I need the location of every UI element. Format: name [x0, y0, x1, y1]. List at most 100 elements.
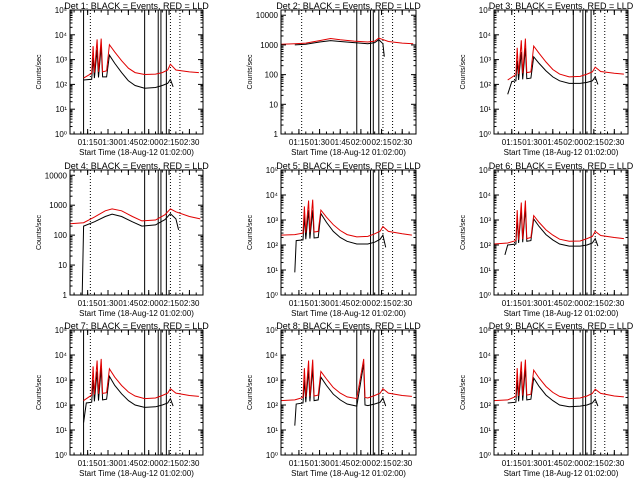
- y-axis-label: Counts/sec: [460, 374, 467, 410]
- series-events-line: [507, 47, 599, 95]
- x-tick-label: 02:15: [159, 459, 180, 468]
- x-tick-label: 01:45: [330, 299, 351, 308]
- series-events-line: [81, 212, 180, 295]
- y-axis-label: Counts/sec: [460, 214, 467, 250]
- y-tick-label: 10²: [266, 241, 278, 250]
- panel-det-4: 1 10 100 1000 10000 01:15 01:30 01:45 02:00 02:15…: [36, 161, 209, 318]
- y-tick-label: 10³: [55, 376, 67, 385]
- y-tick-label: 10: [269, 100, 278, 109]
- panel-title: Det 2: BLACK = Events, RED = LLD: [276, 1, 421, 11]
- y-axis-label: Counts/sec: [36, 214, 43, 250]
- x-axis-label: Start Time (18-Aug-12 01:02:00): [291, 309, 406, 318]
- x-tick-label: 01:45: [330, 138, 351, 147]
- x-tick-label: 02:15: [159, 299, 180, 308]
- x-tick-label: 02:00: [563, 459, 584, 468]
- y-axis-label: Counts/sec: [247, 214, 254, 250]
- x-tick-label: 01:45: [118, 459, 139, 468]
- series-lld-line: [83, 358, 199, 402]
- y-tick-label: 10: [58, 261, 67, 270]
- series-lld-line: [281, 37, 414, 45]
- x-axis-label: Start Time (18-Aug-12 01:02:00): [291, 469, 406, 478]
- y-tick-label: 10000: [45, 171, 68, 180]
- y-axis-label: Counts/sec: [36, 54, 43, 90]
- x-tick-label: 02:00: [563, 299, 584, 308]
- y-axis-label: Counts/sec: [36, 374, 43, 410]
- y-tick-label: 10⁴: [479, 31, 492, 40]
- plot-frame: [493, 9, 629, 135]
- y-tick-label: 1000: [260, 41, 278, 50]
- x-tick-label: 02:30: [179, 299, 200, 308]
- y-tick-label: 10⁰: [55, 130, 67, 139]
- x-tick-label: 02:15: [372, 138, 393, 147]
- x-tick-label: 01:15: [78, 459, 99, 468]
- series-events-line: [294, 363, 387, 426]
- y-tick-label: 10²: [55, 80, 67, 89]
- y-tick-label: 10⁴: [479, 351, 492, 360]
- x-axis-label: Start Time (18-Aug-12 01:02:00): [504, 469, 619, 478]
- x-tick-label: 02:00: [351, 299, 372, 308]
- series-lld-line: [83, 38, 199, 79]
- panel-title: Det 7: BLACK = Events, RED = LLD: [64, 321, 209, 331]
- y-tick-label: 10¹: [479, 426, 491, 435]
- x-tick-label: 01:30: [98, 138, 119, 147]
- x-tick-label: 02:00: [139, 459, 160, 468]
- y-tick-label: 10³: [55, 56, 67, 65]
- y-tick-label: 10²: [479, 401, 491, 410]
- x-tick-label: 01:45: [330, 459, 351, 468]
- x-tick-label: 02:30: [604, 138, 625, 147]
- x-tick-label: 02:30: [179, 459, 200, 468]
- x-tick-label: 01:30: [310, 459, 331, 468]
- x-tick-label: 01:15: [289, 459, 310, 468]
- x-tick-label: 02:30: [392, 138, 413, 147]
- x-tick-label: 02:15: [584, 299, 605, 308]
- y-tick-label: 10³: [479, 56, 491, 65]
- x-tick-label: 01:45: [543, 138, 564, 147]
- x-axis-label: Start Time (18-Aug-12 01:02:00): [79, 309, 194, 318]
- x-tick-label: 01:45: [543, 299, 564, 308]
- x-tick-label: 02:30: [392, 459, 413, 468]
- plot-frame: [280, 9, 417, 135]
- panel-title: Det 5: BLACK = Events, RED = LLD: [276, 161, 421, 171]
- x-tick-label: 01:15: [289, 138, 310, 147]
- plot-frame: [280, 329, 417, 456]
- x-tick-label: 01:45: [543, 459, 564, 468]
- y-tick-label: 10¹: [266, 426, 278, 435]
- x-tick-label: 02:15: [584, 138, 605, 147]
- y-tick-label: 10⁴: [479, 191, 492, 200]
- x-axis-label: Start Time (18-Aug-12 01:02:00): [291, 148, 406, 157]
- y-tick-label: 10⁵: [55, 326, 67, 335]
- x-tick-label: 02:00: [139, 138, 160, 147]
- y-axis-label: Counts/sec: [460, 54, 467, 90]
- x-tick-label: 01:15: [289, 299, 310, 308]
- y-tick-label: 10⁰: [479, 130, 491, 139]
- y-tick-label: 10⁵: [479, 166, 491, 175]
- y-tick-label: 10⁴: [55, 351, 68, 360]
- panel-title: Det 3: BLACK = Events, RED = LLD: [489, 1, 634, 11]
- series-lld-line: [507, 38, 624, 81]
- series-lld-line: [281, 199, 412, 238]
- plot-frame: [493, 169, 629, 296]
- y-tick-label: 10⁵: [479, 326, 491, 335]
- x-tick-label: 01:15: [502, 459, 523, 468]
- series-lld-line: [281, 358, 412, 402]
- x-tick-label: 02:00: [139, 299, 160, 308]
- x-tick-label: 02:30: [604, 459, 625, 468]
- series-events-line: [83, 368, 174, 423]
- x-tick-label: 02:15: [584, 459, 605, 468]
- y-tick-label: 10⁴: [266, 351, 279, 360]
- y-tick-label: 10¹: [479, 105, 491, 114]
- y-axis-label: Counts/sec: [247, 54, 254, 90]
- series-lld-line: [494, 200, 624, 245]
- y-tick-label: 10⁰: [266, 451, 278, 460]
- y-tick-label: 100: [265, 71, 279, 80]
- y-tick-label: 10⁵: [479, 6, 491, 15]
- panel-title: Det 8: BLACK = Events, RED = LLD: [276, 321, 421, 331]
- y-tick-label: 1: [274, 130, 279, 139]
